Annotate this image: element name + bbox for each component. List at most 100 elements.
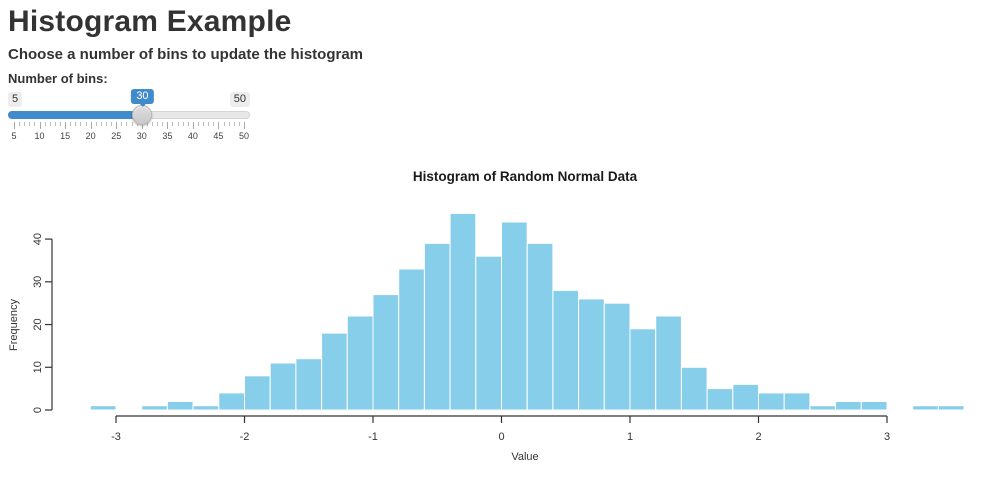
slider-minor-tick <box>44 122 46 126</box>
slider-minor-tick <box>34 122 36 126</box>
y-tick-label: 30 <box>32 276 44 288</box>
histogram-bar <box>629 328 657 411</box>
slider-major-tick <box>39 122 41 129</box>
y-tick-label: 0 <box>32 407 44 413</box>
slider-minor-tick <box>203 122 205 126</box>
slider-minor-tick <box>233 122 235 126</box>
histogram-bar <box>732 383 759 411</box>
histogram-bar <box>809 405 837 411</box>
y-axis-title: Frequency <box>8 299 20 351</box>
x-tick-label: 2 <box>755 431 761 443</box>
slider-minor-tick <box>187 122 189 126</box>
slider-minor-tick <box>75 122 77 126</box>
plot-title: Histogram of Random Normal Data <box>413 169 638 184</box>
histogram-bar <box>526 242 554 411</box>
histogram-bar <box>346 315 374 411</box>
x-tick-label: 1 <box>627 431 633 443</box>
slider-major-tick <box>218 122 220 129</box>
histogram-bar <box>218 392 246 411</box>
y-tick-label: 10 <box>32 361 44 373</box>
slider-minor-tick <box>70 122 72 126</box>
slider-minor-tick <box>213 122 215 126</box>
slider-minor-tick <box>80 122 82 126</box>
slider-minor-tick <box>111 122 113 126</box>
histogram-bar <box>372 294 400 411</box>
slider-max-badge: 50 <box>229 92 250 108</box>
histogram-bar <box>706 388 734 411</box>
slider-minor-tick <box>182 122 184 126</box>
histogram-bar <box>937 405 965 411</box>
slider-tick-label: 50 <box>238 131 250 141</box>
x-axis-title: Value <box>511 451 538 463</box>
page-subtitle: Choose a number of bins to update the hi… <box>8 46 364 63</box>
histogram-bar <box>783 392 811 411</box>
histogram-bar <box>89 405 117 411</box>
slider-minor-tick <box>29 122 31 126</box>
slider-tick-label: 5 <box>11 131 17 141</box>
slider-minor-tick <box>60 122 61 126</box>
histogram-bar <box>552 289 580 411</box>
x-tick-label: 3 <box>884 431 890 443</box>
slider-minor-tick <box>24 122 26 126</box>
slider-major-tick <box>167 122 169 129</box>
slider-minor-tick <box>126 122 128 126</box>
slider-tick-label: 10 <box>34 131 45 141</box>
histogram-bar <box>295 358 323 411</box>
histogram-bar <box>758 392 785 411</box>
slider-minor-tick <box>177 122 179 126</box>
slider-minor-tick <box>54 122 56 126</box>
slider-minor-tick <box>19 122 21 126</box>
slider-major-tick <box>116 122 118 129</box>
bins-slider[interactable]: 5 50 30 5 10 15 20 25 30 35 40 45 50 <box>8 86 250 144</box>
histogram-bar <box>192 405 220 411</box>
x-tick-label: -2 <box>240 431 250 443</box>
slider-tick-label: 15 <box>60 131 71 141</box>
slider-major-tick <box>244 122 245 129</box>
page-title: Histogram Example <box>8 5 292 38</box>
slider-min-badge: 5 <box>8 92 23 108</box>
slider-tick-label: 20 <box>85 131 96 141</box>
slider-major-tick <box>192 122 194 129</box>
x-tick-label: -1 <box>368 431 378 443</box>
slider-minor-tick <box>228 122 230 126</box>
histogram-bar <box>912 405 939 411</box>
slider-minor-tick <box>208 122 210 126</box>
histogram-bar <box>449 212 477 411</box>
slider-value-badge: 30 <box>131 89 154 108</box>
histogram-bar <box>423 242 451 411</box>
slider-label: Number of bins: <box>8 71 108 86</box>
slider-tick-label: 40 <box>187 131 198 141</box>
slider-tick-label: 35 <box>162 131 173 141</box>
slider-minor-tick <box>49 122 51 126</box>
histogram-bar <box>603 302 631 411</box>
histogram-bar <box>578 298 605 411</box>
slider-minor-tick <box>131 122 133 126</box>
slider-minor-tick <box>121 122 123 126</box>
slider-grid: 5 10 15 20 25 30 35 40 45 50 <box>11 122 249 142</box>
histogram-bar <box>244 375 271 411</box>
histogram-bar <box>321 332 348 411</box>
histogram-bar <box>835 401 862 411</box>
slider-minor-tick <box>157 122 159 126</box>
histogram-svg: Histogram of Random Normal Data -3 -2 -1 0 1 2… <box>8 169 965 463</box>
slider-major-tick <box>14 122 15 129</box>
slider-minor-tick <box>146 122 148 126</box>
slider-minor-tick <box>172 122 174 126</box>
slider-minor-tick <box>95 122 97 126</box>
histogram-bar <box>860 401 888 411</box>
slider-tick-label: 45 <box>213 131 224 141</box>
slider-major-tick <box>65 122 67 129</box>
histogram-bar <box>141 405 168 411</box>
slider-tick-label: 25 <box>111 131 122 141</box>
slider-minor-tick <box>162 122 164 126</box>
x-tick-label: 0 <box>498 431 504 443</box>
histogram-bar <box>655 315 682 411</box>
slider-minor-tick <box>238 122 240 126</box>
histogram-bar <box>166 401 194 411</box>
slider-minor-tick <box>223 122 225 126</box>
histogram-bar <box>501 221 528 411</box>
histogram-bar <box>475 255 502 411</box>
slider-minor-tick <box>100 122 102 126</box>
histogram-bar <box>269 362 297 411</box>
slider-minor-tick <box>152 122 153 126</box>
